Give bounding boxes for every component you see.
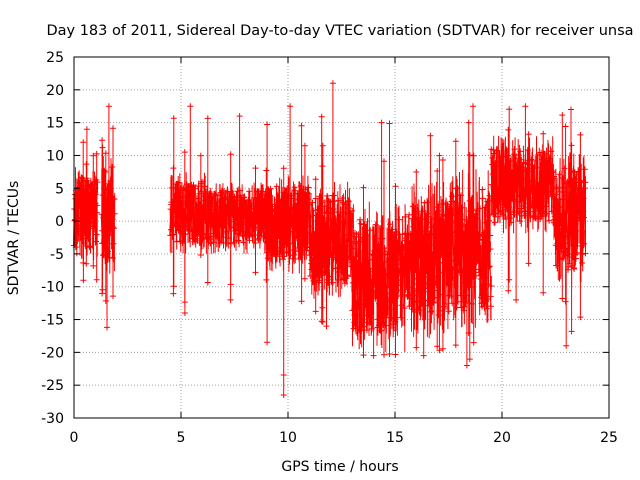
y-tick-label: 20 <box>46 83 64 99</box>
y-tick-label: -30 <box>41 411 64 427</box>
data-segment <box>306 80 356 330</box>
x-tick-label: 15 <box>386 430 404 446</box>
y-tick-label: 10 <box>46 148 64 164</box>
y-tick-label: 25 <box>46 50 64 66</box>
x-tick-label: 20 <box>493 430 511 446</box>
y-tick-label: -25 <box>41 378 64 394</box>
data-segment <box>167 103 210 316</box>
tick-labels: 0 5 10 15 20 25 -30 -25 -20 -15 -10 -5 0 5 10 15 20 25 <box>41 50 618 446</box>
data-segment <box>203 113 270 303</box>
ticks <box>73 56 610 419</box>
y-tick-label: -10 <box>41 280 64 296</box>
data-segment <box>447 103 495 369</box>
data-marks <box>71 80 589 398</box>
data-points <box>98 103 118 331</box>
data-points <box>203 113 270 303</box>
data-points <box>349 119 409 359</box>
data-segment <box>349 119 409 359</box>
data-points <box>402 132 454 359</box>
data-segment <box>488 103 557 303</box>
data-segment <box>550 106 589 349</box>
data-points <box>488 103 557 303</box>
x-tick-label: 5 <box>177 430 186 446</box>
x-tick-label: 25 <box>600 430 618 446</box>
data-points <box>167 103 210 316</box>
y-tick-label: -5 <box>50 247 64 263</box>
y-tick-label: 0 <box>55 214 64 230</box>
plot-frame <box>73 56 610 419</box>
x-axis-label: GPS time / hours <box>281 459 398 475</box>
data-segment <box>98 103 118 331</box>
y-tick-label: -20 <box>41 345 64 361</box>
data-points <box>447 103 495 369</box>
x-tick-label: 10 <box>279 430 297 446</box>
data-segment <box>402 132 454 359</box>
chart-title: Day 183 of 2011, Sidereal Day-to-day VTE… <box>46 23 633 39</box>
x-tick-label: 0 <box>70 430 79 446</box>
y-tick-label: 5 <box>55 181 64 197</box>
y-tick-label: -15 <box>41 313 64 329</box>
y-tick-label: 15 <box>46 116 64 132</box>
y-axis-label: SDTVAR / TECUs <box>6 181 22 296</box>
data-points <box>306 80 356 330</box>
data-points <box>550 106 589 349</box>
